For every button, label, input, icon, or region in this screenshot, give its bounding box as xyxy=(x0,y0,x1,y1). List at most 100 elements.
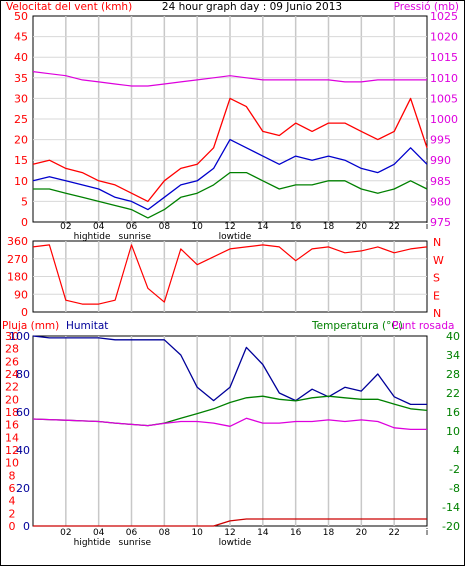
pressure-tick-label: 1020 xyxy=(430,31,458,44)
wind-x-tick-label: 02 xyxy=(60,222,71,232)
humidity-tick-label: 0 xyxy=(23,520,30,533)
pressure-tick-label: 975 xyxy=(430,216,451,229)
rain-x-tick-label: 06 xyxy=(126,528,138,538)
compass-label-N: N xyxy=(433,236,441,249)
rain-tick-label: 4 xyxy=(9,495,16,508)
rain-x-tick-label: 22 xyxy=(388,528,399,538)
temperature-axis-label: Temperatura (°C) xyxy=(311,320,403,332)
humidity-axis-label: Humitat xyxy=(66,320,108,332)
wind-speed-tick-label: 0 xyxy=(21,216,28,229)
humidity-tick-label: 20 xyxy=(16,482,30,495)
pressure-tick-label: 1000 xyxy=(430,113,458,126)
compass-label-N: N xyxy=(433,307,441,320)
temperature-tick-label: 22 xyxy=(446,387,460,400)
rain-marker-hightide: hightide xyxy=(74,538,111,548)
rain-x-tick-label: i xyxy=(426,528,429,538)
compass-label-W: W xyxy=(433,254,444,267)
compass-label-E: E xyxy=(433,289,440,302)
rain-tick-label: 18 xyxy=(5,406,19,419)
direction-tick-label: 90 xyxy=(14,288,28,301)
wind-x-tick-label: 22 xyxy=(388,222,399,232)
pressure-tick-label: 985 xyxy=(430,175,451,188)
pressure-tick-label: 1015 xyxy=(430,51,458,64)
rain-x-tick-label: 08 xyxy=(159,528,171,538)
pressure-tick-label: 995 xyxy=(430,134,451,147)
temperature-tick-label: 16 xyxy=(446,406,460,419)
rain-tick-label: 26 xyxy=(5,355,19,368)
wind-x-tick-label: 20 xyxy=(356,222,368,232)
rain-x-tick-label: 16 xyxy=(290,528,302,538)
wind-speed-tick-label: 25 xyxy=(14,113,28,126)
rain-tick-label: 10 xyxy=(5,457,19,470)
rain-tick-label: 22 xyxy=(5,381,19,394)
rain-tick-label: 8 xyxy=(9,469,16,482)
wind-speed-tick-label: 30 xyxy=(14,92,28,105)
wind-speed-tick-label: 5 xyxy=(21,195,28,208)
rain-marker-lowtide: lowtide xyxy=(219,538,252,548)
wind-minimum-line xyxy=(33,171,428,219)
direction-tick-label: 0 xyxy=(21,306,28,319)
rain-x-tick-label: 02 xyxy=(60,528,71,538)
temperature-tick-label: 28 xyxy=(446,368,460,381)
pressure-tick-label: 1025 xyxy=(430,10,458,23)
panel3-rain-line xyxy=(33,518,427,527)
wind-x-tick-label: 14 xyxy=(257,222,269,232)
pressure-axis-label: Pressió (mb) xyxy=(394,1,459,13)
rain-x-tick-label: 18 xyxy=(323,528,335,538)
rain-x-tick-label: 04 xyxy=(93,528,105,538)
compass-label-S: S xyxy=(433,272,440,285)
rain-axis-label: Pluja (mm) xyxy=(2,320,59,332)
wind-x-tick-label: 12 xyxy=(224,222,235,232)
direction-tick-label: 180 xyxy=(7,271,28,284)
humidity-tick-label: 100 xyxy=(9,330,30,343)
temperature-tick-label: 34 xyxy=(446,349,460,362)
rain-x-tick-label: 14 xyxy=(257,528,269,538)
panel3-humidity-line xyxy=(32,335,427,406)
rain-tick-label: 24 xyxy=(5,368,19,381)
dewpoint-axis-label: Punt rosada xyxy=(392,320,454,332)
rain-tick-label: 28 xyxy=(5,343,19,356)
rain-tick-label: 14 xyxy=(5,431,19,444)
panel3-dewpoint-line xyxy=(32,417,427,431)
wind-speed-tick-label: 20 xyxy=(14,134,28,147)
rain-tick-label: 12 xyxy=(5,444,19,457)
wind-speed-tick-label: 45 xyxy=(14,31,28,44)
wind-x-tick-label: 04 xyxy=(93,222,105,232)
chart-title: 24 hour graph day : 09 Junio 2013 xyxy=(162,1,342,13)
wind-gust-line xyxy=(32,97,428,203)
temperature-tick-label: -8 xyxy=(449,482,460,495)
wind-speed-tick-label: 10 xyxy=(14,175,28,188)
rain-x-tick-label: 12 xyxy=(224,528,235,538)
rain-tick-label: 6 xyxy=(9,482,16,495)
wind-average-line xyxy=(32,138,428,211)
wind-marker-lowtide: lowtide xyxy=(219,232,252,242)
direction-tick-label: 270 xyxy=(7,253,28,266)
pressure-tick-label: 1010 xyxy=(430,72,458,85)
wind-pressure-line xyxy=(32,71,427,87)
wind-x-tick-label: 18 xyxy=(323,222,335,232)
temperature-tick-label: 10 xyxy=(446,425,460,438)
temperature-tick-label: 40 xyxy=(446,330,460,343)
wind-speed-tick-label: 40 xyxy=(14,51,28,64)
rain-x-tick-label: 10 xyxy=(191,528,203,538)
temperature-tick-label: -20 xyxy=(442,520,460,533)
humidity-tick-label: 60 xyxy=(16,406,30,419)
rain-humidity-temperature-panel: 024681012141618202224262830020406080100 … xyxy=(5,330,460,548)
wind-speed-tick-label: 15 xyxy=(14,154,28,167)
humidity-tick-label: 40 xyxy=(16,444,30,457)
wind-x-tick-label: i xyxy=(426,222,429,232)
wind-direction-line xyxy=(32,244,428,305)
wind-speed-axis-label: Velocitat del vent (kmh) xyxy=(6,1,132,13)
direction-tick-label: 360 xyxy=(7,235,28,248)
rain-tick-label: 16 xyxy=(5,419,19,432)
wind-speed-tick-label: 35 xyxy=(14,72,28,85)
pressure-tick-label: 1005 xyxy=(430,92,458,105)
wind-marker-sunrise: sunrise xyxy=(119,232,152,242)
rain-tick-label: 30 xyxy=(5,330,19,343)
wind-x-tick-label: 06 xyxy=(126,222,138,232)
rain-marker-sunrise: sunrise xyxy=(119,538,152,548)
rain-x-tick-label: 20 xyxy=(356,528,368,538)
